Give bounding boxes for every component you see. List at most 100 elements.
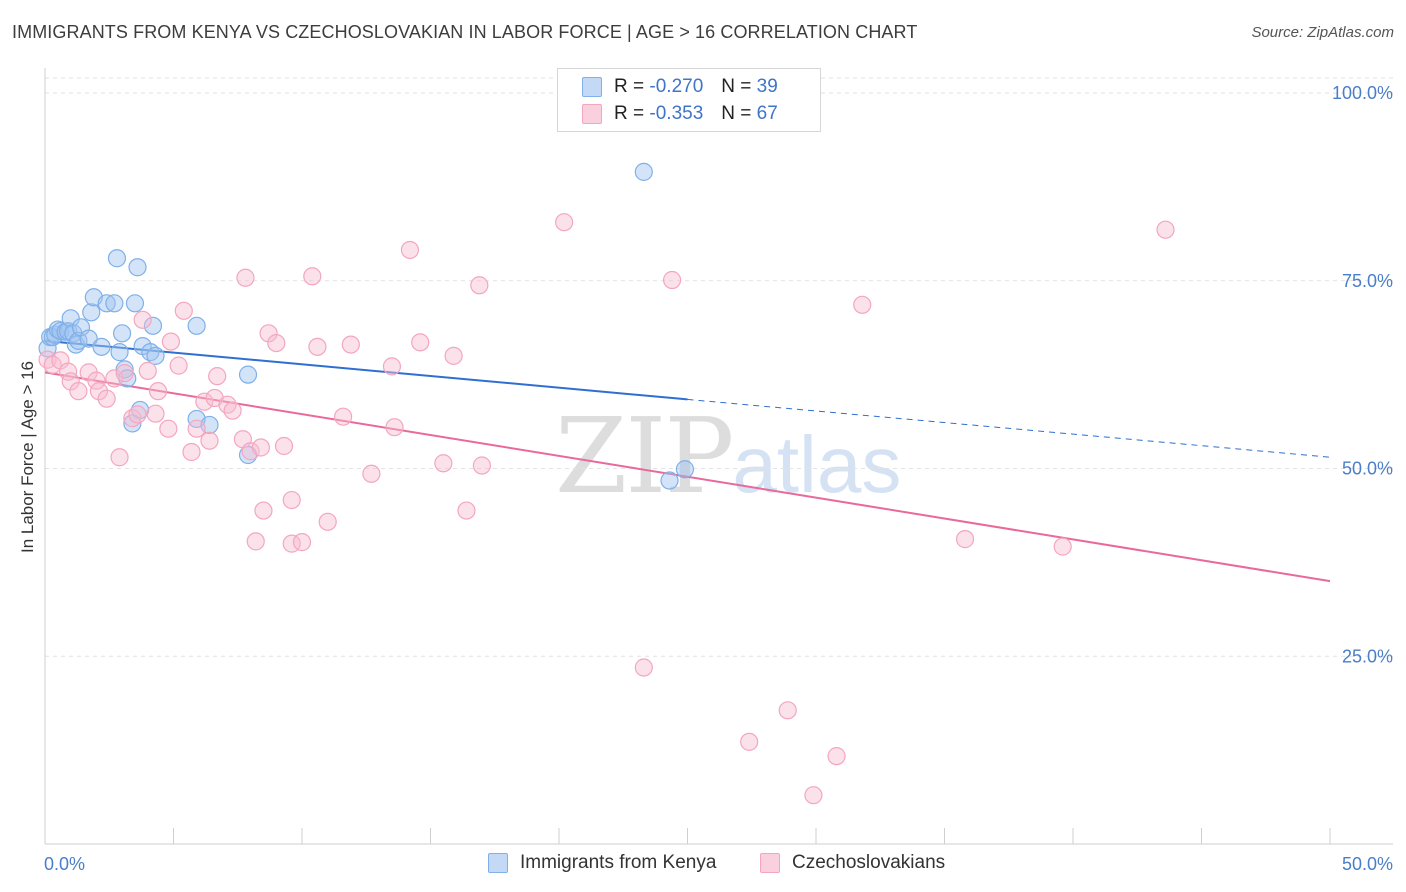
czech-point	[241, 442, 260, 461]
czech-point	[115, 364, 134, 383]
czech-point	[778, 701, 797, 720]
czech-point	[303, 267, 322, 286]
kenya-point	[82, 303, 101, 322]
czech-point	[105, 369, 124, 388]
czech-point	[853, 295, 872, 314]
czech-point	[274, 436, 294, 456]
kenya-point	[123, 414, 142, 433]
czech-point	[182, 442, 201, 462]
legend-label-czech: Czechoslovakians	[792, 852, 946, 873]
czech-point	[89, 382, 109, 401]
czech-point	[61, 372, 80, 391]
legend-label-kenya: Immigrants from Kenya	[520, 852, 717, 873]
czech-point	[133, 310, 152, 329]
watermark-atlas: atlas	[732, 420, 902, 509]
czech-point	[634, 658, 653, 677]
czech-point	[382, 357, 402, 376]
czech-point	[246, 532, 265, 551]
czech-point	[159, 419, 178, 438]
czech-point	[318, 512, 337, 531]
kenya-point	[634, 162, 653, 181]
y-tick-label: 100.0%	[1332, 83, 1393, 103]
kenya-point	[107, 249, 127, 268]
legend-r-value: -0.353	[649, 103, 704, 124]
x-tick-label: 50.0%	[1342, 854, 1393, 874]
czech-point	[740, 732, 759, 751]
czech-point	[187, 419, 206, 438]
czech-point	[161, 332, 181, 351]
y-tick-label: 50.0%	[1342, 459, 1393, 479]
czech-point	[169, 356, 188, 375]
kenya-trend-extension	[687, 398, 1331, 458]
kenya-trend-line	[44, 339, 688, 401]
kenya-point	[143, 316, 163, 335]
kenya-point	[128, 258, 147, 277]
series-legend: Immigrants from Kenya Czechoslovakians	[0, 852, 1406, 876]
czech-point	[804, 786, 823, 805]
czech-point	[334, 407, 353, 426]
source-credit: Source: ZipAtlas.com	[1251, 24, 1394, 41]
kenya-point	[238, 365, 258, 384]
czech-point	[400, 240, 420, 260]
kenya-point	[92, 337, 111, 356]
tick-labels: 25.0% 50.0% 75.0% 100.0% 0.0% 50.0%	[44, 83, 1393, 874]
czech-point	[434, 454, 453, 473]
czech-point	[195, 392, 214, 411]
legend-n-label: N =	[721, 76, 752, 97]
czech-point	[472, 456, 491, 475]
czech-point	[87, 371, 106, 390]
czech-point	[827, 747, 846, 766]
czech-point	[236, 268, 255, 287]
y-tick-label: 75.0%	[1342, 271, 1393, 291]
czech-point	[457, 501, 476, 520]
kenya-swatch	[582, 77, 602, 97]
czech-point	[282, 490, 301, 510]
czech-point	[38, 350, 57, 369]
y-tick-label: 25.0%	[1342, 646, 1393, 666]
czech-legend-swatch	[760, 853, 780, 873]
legend-row-kenya: R = -0.270 N = 39	[582, 76, 778, 98]
czech-point	[1156, 220, 1175, 239]
czech-point	[267, 333, 286, 353]
legend-row-czech: R = -0.353 N = 67	[582, 103, 778, 125]
czech-point	[1053, 537, 1072, 556]
czech-point	[444, 346, 463, 365]
legend-r-value: -0.270	[649, 76, 704, 97]
legend-item-czech: Czechoslovakians	[760, 852, 945, 874]
czech-point	[174, 301, 193, 320]
kenya-point	[61, 309, 80, 328]
kenya-point	[660, 471, 679, 490]
kenya-point	[146, 346, 165, 365]
czech-point	[208, 367, 227, 386]
czech-point	[555, 213, 574, 232]
kenya-point	[112, 324, 132, 343]
czech-point	[148, 382, 168, 401]
czech-point	[292, 533, 312, 552]
czech-point	[470, 276, 489, 295]
x-tick-label: 0.0%	[44, 854, 85, 874]
kenya-point	[79, 329, 98, 348]
legend-n-value: 67	[756, 103, 778, 124]
czech-point	[362, 464, 381, 483]
czech-point	[200, 431, 219, 450]
kenya-point	[187, 316, 206, 335]
legend-item-kenya: Immigrants from Kenya	[488, 852, 716, 874]
axes	[44, 68, 1393, 845]
kenya-point	[105, 294, 124, 313]
czech-point	[259, 324, 278, 343]
czech-point	[223, 401, 242, 420]
legend-n-label: N =	[721, 103, 752, 124]
kenya-legend-swatch	[488, 853, 508, 873]
czech-point	[254, 501, 273, 520]
kenya-point	[110, 343, 129, 362]
czech-point	[251, 438, 270, 457]
czech-point	[138, 361, 157, 380]
stats-legend: R = -0.270 N = 39 R = -0.353 N = 67	[557, 68, 821, 132]
czech-point	[97, 389, 116, 408]
czech-point	[146, 404, 165, 423]
data-points	[38, 162, 1175, 805]
watermark: ZIPatlas	[555, 395, 901, 517]
legend-n-value: 39	[756, 76, 778, 97]
czech-point	[662, 270, 682, 290]
